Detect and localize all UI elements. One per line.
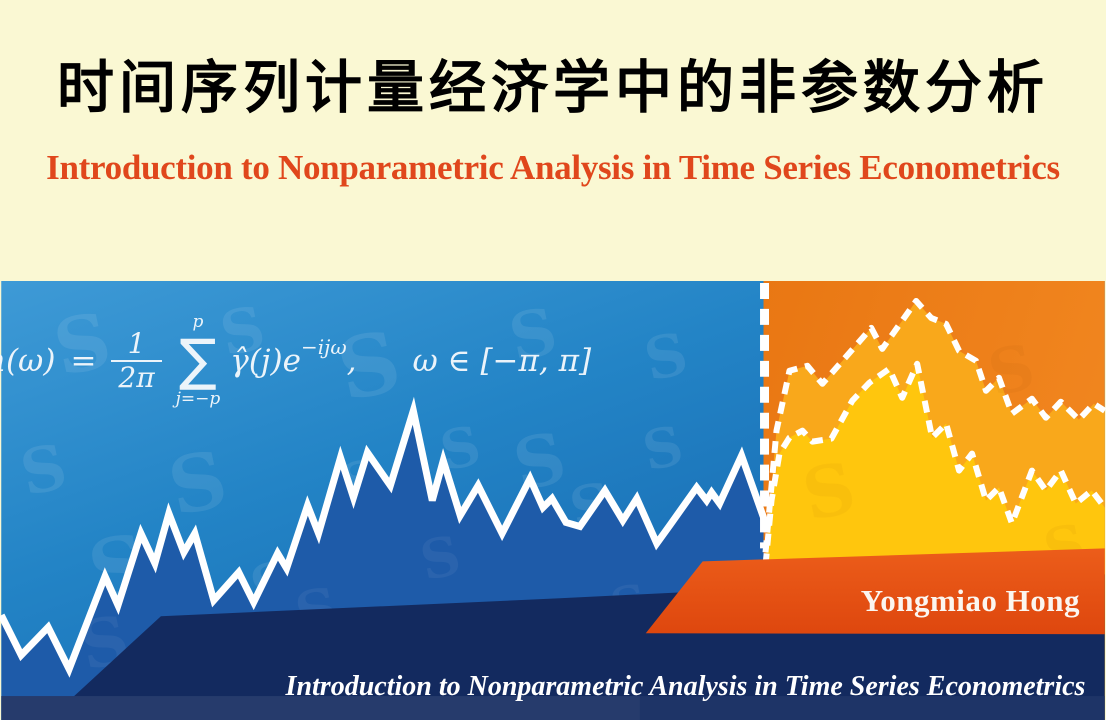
fraction-denominator: 2π	[111, 360, 162, 394]
summation-upper-limit: p	[192, 311, 204, 332]
page-title: 时间序列计量经济学中的非参数分析	[57, 56, 1049, 120]
author-name: Yongmiao Hong	[860, 583, 1080, 618]
summation-sigma: ∑	[179, 327, 217, 393]
summation-lower-limit: j=−p	[175, 389, 221, 410]
bottom-strip	[1, 696, 1105, 720]
bottom-strip-segment	[1, 696, 640, 720]
header-section: 时间序列计量经济学中的非参数分析 Introduction to Nonpara…	[0, 0, 1106, 281]
stock-zigzag-line	[0, 396, 767, 678]
formula-comma: ,	[346, 343, 357, 379]
formula-equals: =	[70, 343, 97, 379]
banner-caption: Introduction to Nonparametric Analysis i…	[285, 671, 1086, 702]
formula-domain: ω ∈ [−π, π]	[412, 343, 592, 379]
formula-fraction: 1 2π	[111, 326, 162, 394]
page-subtitle: Introduction to Nonparametric Analysis i…	[46, 148, 1060, 187]
lower-dashed-zigzag-line	[762, 360, 1106, 566]
fraction-numerator: 1	[127, 326, 146, 360]
formula-term: γ̂(j)e	[230, 343, 301, 379]
banner-graphic: S S S S S S S S S S S S S S S S S	[0, 281, 1106, 720]
formula-summation: p ∑ j=−p	[175, 311, 221, 410]
upper-dashed-zigzag-line	[762, 297, 1106, 553]
banner-svg: S S S S S S S S S S S S S S S S S	[0, 281, 1106, 720]
formula-lhs: ĥ(ω)	[0, 343, 56, 379]
formula-exponent: −ijω	[300, 335, 347, 359]
spectral-density-formula: ĥ(ω) = 1 2π p ∑ j=−p γ̂(j)e −ijω , ω ∈ […	[0, 299, 591, 423]
author-band	[645, 548, 1105, 635]
